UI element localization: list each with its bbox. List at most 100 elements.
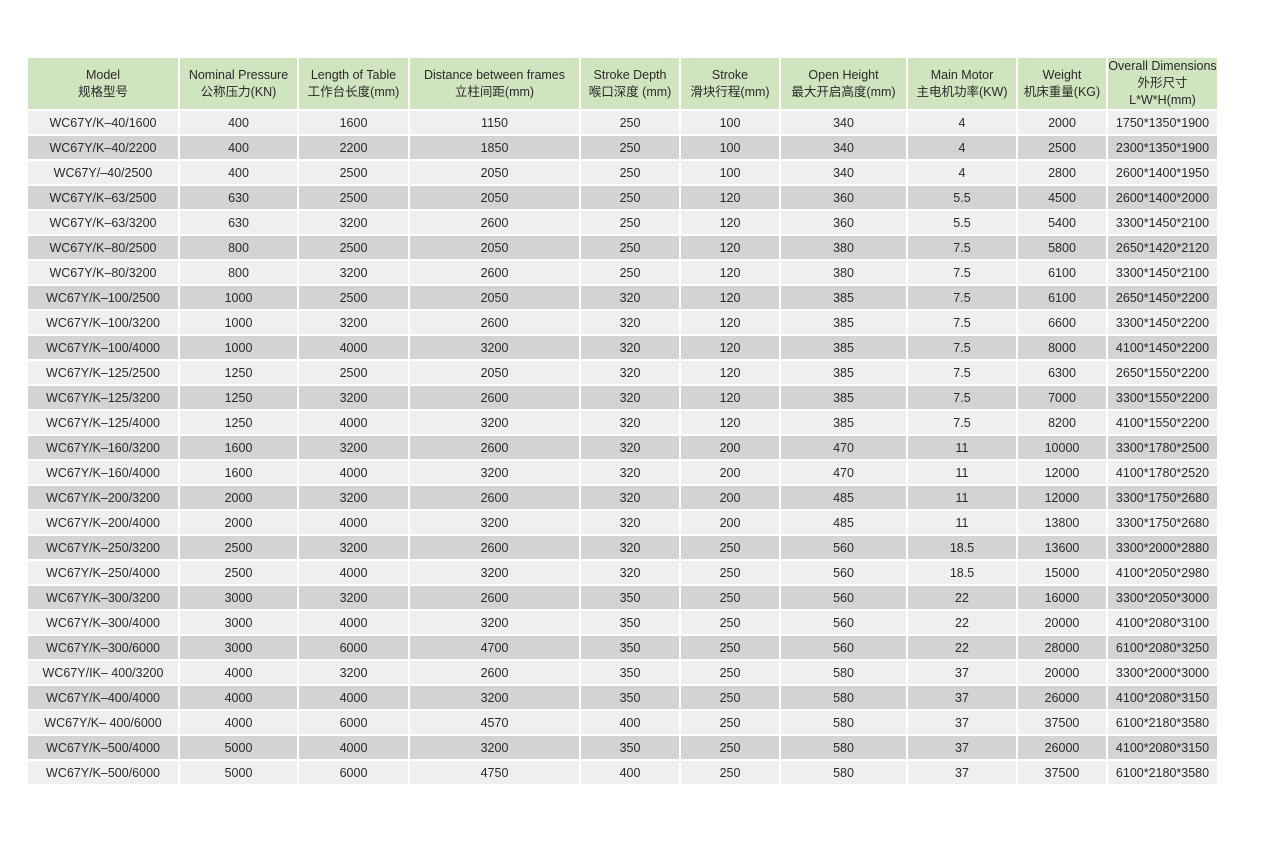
header-label-zh: 滑块行程(mm) <box>690 84 770 99</box>
cell-overall-dimensions: 4100*2080*3150 <box>1108 686 1217 709</box>
cell-weight: 10000 <box>1018 436 1106 459</box>
cell-model: WC67Y/K–100/3200 <box>28 311 178 334</box>
cell-nominal-pressure: 2500 <box>180 536 297 559</box>
cell-stroke-depth: 350 <box>581 636 679 659</box>
cell-model: WC67Y/K– 400/6000 <box>28 711 178 734</box>
cell-weight: 6100 <box>1018 286 1106 309</box>
header-stroke: Stroke 滑块行程(mm) <box>681 58 779 109</box>
cell-weight: 6100 <box>1018 261 1106 284</box>
cell-stroke: 120 <box>681 261 779 284</box>
table-row: WC67Y/–40/2500 400 2500 2050 250 100 340 4 2800 2… <box>28 161 1217 184</box>
cell-open-height: 560 <box>781 586 906 609</box>
cell-weight: 8000 <box>1018 336 1106 359</box>
cell-open-height: 580 <box>781 661 906 684</box>
cell-frame-distance: 2600 <box>410 661 579 684</box>
cell-main-motor: 18.5 <box>908 536 1016 559</box>
cell-open-height: 470 <box>781 461 906 484</box>
cell-stroke-depth: 400 <box>581 711 679 734</box>
header-label-en: Model <box>85 67 121 82</box>
cell-stroke-depth: 400 <box>581 761 679 784</box>
cell-frame-distance: 2600 <box>410 211 579 234</box>
cell-frame-distance: 3200 <box>410 461 579 484</box>
cell-main-motor: 22 <box>908 611 1016 634</box>
cell-table-length: 3200 <box>299 661 408 684</box>
cell-frame-distance: 3200 <box>410 561 579 584</box>
cell-frame-distance: 2050 <box>410 236 579 259</box>
cell-stroke-depth: 350 <box>581 736 679 759</box>
header-label-zh: 外形尺寸L*W*H(mm) <box>1129 76 1196 107</box>
table-row: WC67Y/K–40/1600 400 1600 1150 250 100 340 4 2000… <box>28 111 1217 134</box>
cell-overall-dimensions: 3300*1750*2680 <box>1108 486 1217 509</box>
header-label-en: Nominal Pressure <box>188 67 289 82</box>
cell-stroke: 250 <box>681 736 779 759</box>
cell-model: WC67Y/K–63/3200 <box>28 211 178 234</box>
cell-overall-dimensions: 3300*1450*2100 <box>1108 261 1217 284</box>
cell-weight: 2800 <box>1018 161 1106 184</box>
cell-table-length: 4000 <box>299 561 408 584</box>
cell-open-height: 560 <box>781 536 906 559</box>
cell-table-length: 3200 <box>299 211 408 234</box>
cell-table-length: 2200 <box>299 136 408 159</box>
cell-stroke: 200 <box>681 511 779 534</box>
cell-weight: 20000 <box>1018 611 1106 634</box>
cell-stroke: 100 <box>681 161 779 184</box>
header-label-en: Overall Dimensions <box>1108 59 1217 73</box>
cell-open-height: 385 <box>781 311 906 334</box>
cell-nominal-pressure: 1250 <box>180 361 297 384</box>
cell-main-motor: 7.5 <box>908 361 1016 384</box>
cell-weight: 16000 <box>1018 586 1106 609</box>
cell-open-height: 485 <box>781 486 906 509</box>
cell-frame-distance: 3200 <box>410 611 579 634</box>
table-row: WC67Y/K–100/3200 1000 3200 2600 320 120 385 7.5… <box>28 311 1217 334</box>
cell-open-height: 580 <box>781 686 906 709</box>
cell-table-length: 6000 <box>299 711 408 734</box>
cell-table-length: 3200 <box>299 436 408 459</box>
cell-open-height: 360 <box>781 186 906 209</box>
cell-main-motor: 5.5 <box>908 186 1016 209</box>
cell-nominal-pressure: 630 <box>180 211 297 234</box>
cell-overall-dimensions: 4100*2080*3100 <box>1108 611 1217 634</box>
cell-nominal-pressure: 1250 <box>180 386 297 409</box>
header-frame-distance: Distance between frames 立柱间距(mm) <box>410 58 579 109</box>
table-row: WC67Y/K–80/3200 800 3200 2600 250 120 380 7.5 61… <box>28 261 1217 284</box>
cell-overall-dimensions: 3300*1450*2100 <box>1108 211 1217 234</box>
cell-table-length: 6000 <box>299 761 408 784</box>
header-label-zh: 工作台长度(mm) <box>307 84 400 99</box>
header-stroke-depth: Stroke Depth 喉口深度 (mm) <box>581 58 679 109</box>
cell-table-length: 3200 <box>299 536 408 559</box>
header-label-en: Open Height <box>808 67 879 82</box>
cell-open-height: 340 <box>781 136 906 159</box>
cell-main-motor: 18.5 <box>908 561 1016 584</box>
cell-main-motor: 7.5 <box>908 286 1016 309</box>
cell-frame-distance: 2600 <box>410 486 579 509</box>
cell-frame-distance: 2600 <box>410 436 579 459</box>
cell-main-motor: 37 <box>908 686 1016 709</box>
header-label-zh: 规格型号 <box>77 84 128 99</box>
cell-nominal-pressure: 2000 <box>180 511 297 534</box>
cell-model: WC67Y/K–300/6000 <box>28 636 178 659</box>
cell-main-motor: 5.5 <box>908 211 1016 234</box>
cell-weight: 12000 <box>1018 486 1106 509</box>
cell-nominal-pressure: 3000 <box>180 586 297 609</box>
cell-table-length: 4000 <box>299 611 408 634</box>
cell-stroke-depth: 250 <box>581 111 679 134</box>
cell-model: WC67Y/K–100/2500 <box>28 286 178 309</box>
cell-frame-distance: 1150 <box>410 111 579 134</box>
header-label-zh: 主电机功率(KW) <box>916 84 1008 99</box>
cell-stroke-depth: 320 <box>581 436 679 459</box>
cell-stroke: 120 <box>681 186 779 209</box>
cell-weight: 12000 <box>1018 461 1106 484</box>
cell-nominal-pressure: 1000 <box>180 286 297 309</box>
cell-overall-dimensions: 6100*2180*3580 <box>1108 761 1217 784</box>
cell-nominal-pressure: 1600 <box>180 436 297 459</box>
cell-frame-distance: 2600 <box>410 586 579 609</box>
cell-open-height: 580 <box>781 711 906 734</box>
cell-stroke-depth: 320 <box>581 336 679 359</box>
cell-stroke-depth: 250 <box>581 236 679 259</box>
cell-stroke-depth: 250 <box>581 211 679 234</box>
cell-weight: 2000 <box>1018 111 1106 134</box>
cell-overall-dimensions: 3300*1550*2200 <box>1108 386 1217 409</box>
cell-overall-dimensions: 3300*1780*2500 <box>1108 436 1217 459</box>
cell-open-height: 580 <box>781 736 906 759</box>
cell-weight: 7000 <box>1018 386 1106 409</box>
